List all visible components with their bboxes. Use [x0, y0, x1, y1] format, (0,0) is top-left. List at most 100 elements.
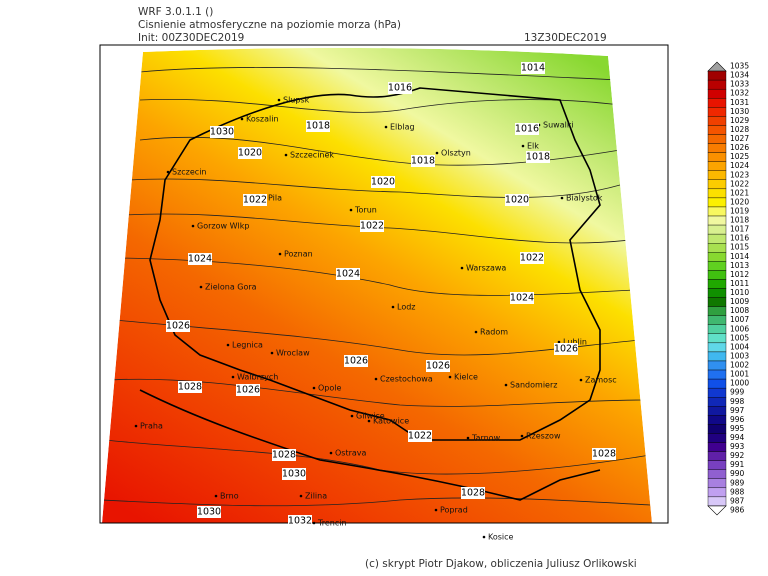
colorbar-label: 986	[730, 505, 745, 514]
colorbar-cell	[707, 88, 727, 99]
city-name: Kielce	[454, 373, 478, 382]
colorbar-cell	[707, 107, 727, 117]
city-name: Ostrava	[335, 449, 367, 458]
city-dot	[277, 98, 281, 102]
city-name: Szczecinek	[290, 151, 334, 160]
contour-label-box	[197, 506, 221, 518]
colorbar-label: 1002	[730, 361, 749, 370]
city-name: Lublin	[563, 338, 587, 347]
colorbar-label: 1026	[730, 143, 749, 152]
city-name: Bialystok	[566, 194, 603, 203]
colorbar-cell	[707, 387, 727, 398]
colorbar-cell	[707, 324, 727, 334]
contour-label: 1024	[188, 254, 212, 265]
city-name: Slupsk	[283, 96, 310, 105]
city-name: Radom	[480, 328, 508, 337]
contour-label: 1026	[236, 385, 260, 396]
colorbar-cell	[707, 496, 727, 507]
contour-label: 1022	[360, 221, 384, 232]
city-dot	[448, 375, 452, 379]
city-dot	[466, 436, 470, 440]
city-name: Elblag	[390, 123, 415, 132]
contour-label-box	[411, 155, 435, 167]
city-dot	[520, 434, 524, 438]
colorbar-label: 1032	[730, 89, 749, 98]
contour-label-box	[505, 194, 529, 206]
contour-label: 1018	[526, 152, 550, 163]
contour-label: 1026	[344, 356, 368, 367]
colorbar-cell	[707, 351, 727, 362]
city-dot	[435, 151, 439, 155]
colorbar-cell	[707, 315, 727, 325]
colorbar-cell	[707, 143, 727, 153]
city-dot	[312, 521, 316, 525]
colorbar-label: 1007	[730, 315, 749, 324]
contour-label: 1018	[306, 121, 330, 132]
colorbar-label: 1031	[730, 98, 749, 107]
contour-label-box	[521, 62, 545, 74]
city-name: Opole	[318, 384, 341, 393]
colorbar-label: 1005	[730, 333, 749, 342]
city-dot	[474, 330, 478, 334]
contour-label-box	[238, 147, 262, 159]
city-dot	[349, 208, 353, 212]
init-time: Init: 00Z30DEC2019	[138, 32, 244, 44]
contour-label: 1014	[521, 63, 545, 74]
city-name: Brno	[220, 492, 239, 501]
contour-label: 1016	[515, 124, 539, 135]
city-dot	[191, 224, 195, 228]
colorbar-label: 1006	[730, 324, 749, 333]
city-name: Walbrzych	[237, 373, 278, 382]
city-name: Trencin	[317, 519, 347, 528]
colorbar-label: 1013	[730, 261, 749, 270]
colorbar-cell	[707, 98, 727, 108]
colorbar-label: 1023	[730, 170, 749, 179]
colorbar-label: 994	[730, 433, 745, 442]
colorbar-label: 1004	[730, 342, 749, 351]
city-dot	[240, 117, 244, 121]
city-dot	[374, 377, 378, 381]
contour-label: 1024	[336, 269, 360, 280]
city-name: Pila	[268, 194, 282, 203]
contour-label-box	[188, 253, 212, 265]
colorbar-label: 1018	[730, 216, 749, 225]
contour-label-box	[408, 430, 432, 442]
colorbar: 1035103410331032103110301029102810271026…	[707, 62, 749, 516]
colorbar-cell	[707, 134, 727, 144]
colorbar-cell	[707, 152, 727, 162]
colorbar-cell	[707, 424, 727, 434]
city-dot	[391, 305, 395, 309]
city-dot	[557, 340, 561, 344]
colorbar-cell	[707, 469, 727, 479]
colorbar-label: 997	[730, 406, 745, 415]
colorbar-label: 991	[730, 460, 745, 469]
colorbar-cell	[707, 170, 727, 180]
city-name: Kosice	[488, 533, 514, 542]
colorbar-label: 987	[730, 496, 745, 505]
contour-label: 1022	[408, 431, 432, 442]
city-name: Zilina	[305, 492, 327, 501]
colorbar-label: 999	[730, 388, 745, 397]
colorbar-label: 1008	[730, 306, 749, 315]
contour-label: 1026	[426, 361, 450, 372]
colorbar-cell	[707, 270, 727, 280]
colorbar-label: 990	[730, 469, 745, 478]
colorbar-label: 1029	[730, 116, 749, 125]
city-name: Zamosc	[585, 376, 617, 385]
colorbar-label: 1003	[730, 351, 749, 360]
contour-label-box	[510, 292, 534, 304]
colorbar-label: 1014	[730, 252, 749, 261]
contour-label-box	[272, 449, 296, 461]
contour-label-box	[520, 252, 544, 264]
city-dot	[231, 375, 235, 379]
colorbar-cell	[707, 306, 727, 316]
contour-label: 1030	[210, 127, 234, 138]
city-dot	[278, 252, 282, 256]
colorbar-cell	[707, 342, 727, 353]
city-name: Suwalki	[543, 121, 574, 130]
city-name: Poprad	[440, 506, 468, 515]
colorbar-label: 1016	[730, 234, 749, 243]
city-name: Torun	[354, 206, 377, 215]
colorbar-label: 996	[730, 415, 745, 424]
city-dot	[367, 419, 371, 423]
